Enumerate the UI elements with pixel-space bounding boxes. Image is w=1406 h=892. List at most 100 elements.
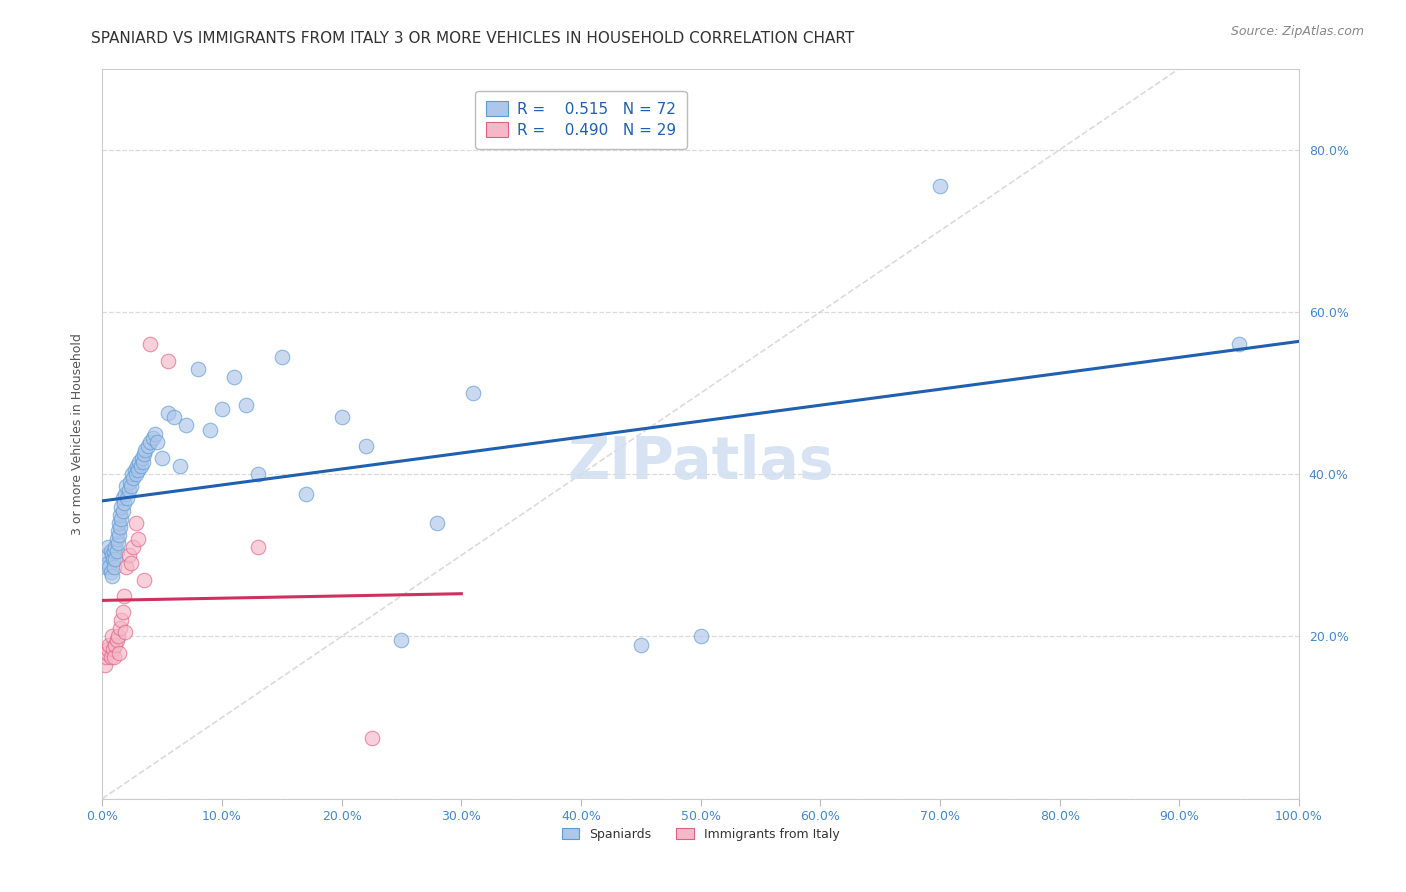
Point: [235, 398, 257, 412]
Point: [103, 649, 125, 664]
Point: [157, 406, 180, 420]
Point: [294, 487, 316, 501]
Point: [96, 549, 118, 563]
Point: [134, 447, 156, 461]
Point: [127, 532, 149, 546]
Point: [107, 524, 129, 538]
Point: [112, 495, 135, 509]
Point: [360, 731, 382, 745]
Point: [108, 516, 131, 530]
Point: [163, 410, 186, 425]
Point: [114, 487, 136, 501]
Point: [98, 560, 121, 574]
Point: [187, 361, 209, 376]
Point: [131, 450, 153, 465]
Point: [112, 589, 135, 603]
Point: [117, 491, 139, 506]
Point: [104, 540, 127, 554]
Point: [463, 386, 485, 401]
Point: [146, 434, 169, 449]
Point: [97, 641, 120, 656]
Point: [246, 467, 269, 482]
Text: SPANIARD VS IMMIGRANTS FROM ITALY 3 OR MORE VEHICLES IN HOUSEHOLD CORRELATION CH: SPANIARD VS IMMIGRANTS FROM ITALY 3 OR M…: [91, 31, 855, 46]
Point: [1227, 337, 1250, 351]
Point: [100, 544, 122, 558]
Point: [100, 565, 122, 579]
Point: [136, 439, 159, 453]
Point: [134, 442, 156, 457]
Point: [246, 540, 269, 554]
Point: [103, 560, 125, 574]
Point: [128, 455, 150, 469]
Point: [142, 431, 165, 445]
Point: [110, 613, 132, 627]
Point: [110, 500, 132, 514]
Point: [101, 629, 124, 643]
Point: [110, 621, 132, 635]
Point: [111, 503, 134, 517]
Point: [125, 516, 148, 530]
Point: [105, 544, 128, 558]
Point: [115, 479, 138, 493]
Point: [129, 458, 152, 473]
Point: [114, 625, 136, 640]
Point: [426, 516, 449, 530]
Point: [104, 552, 127, 566]
Point: [107, 629, 129, 643]
Point: [100, 649, 122, 664]
Point: [211, 402, 233, 417]
Point: [125, 458, 148, 473]
Point: [132, 455, 155, 469]
Point: [121, 467, 143, 482]
Point: [929, 179, 952, 194]
Point: [97, 557, 120, 571]
Point: [96, 646, 118, 660]
Point: [111, 491, 134, 506]
Point: [122, 540, 145, 554]
Point: [198, 423, 221, 437]
Point: [134, 573, 156, 587]
Point: [120, 557, 142, 571]
Point: [115, 560, 138, 574]
Point: [150, 450, 173, 465]
Point: [101, 568, 124, 582]
Y-axis label: 3 or more Vehicles in Household: 3 or more Vehicles in Household: [72, 333, 84, 534]
Point: [117, 483, 139, 498]
Point: [101, 641, 124, 656]
Point: [93, 657, 115, 672]
Point: [118, 475, 141, 490]
Point: [94, 560, 117, 574]
Point: [124, 463, 146, 477]
Point: [110, 508, 132, 522]
Text: Source: ZipAtlas.com: Source: ZipAtlas.com: [1230, 25, 1364, 38]
Point: [101, 549, 124, 563]
Point: [110, 512, 132, 526]
Point: [169, 458, 191, 473]
Point: [108, 646, 131, 660]
Point: [127, 463, 149, 477]
Text: ZIPatlas: ZIPatlas: [568, 434, 834, 491]
Legend: R =    0.515   N = 72, R =    0.490   N = 29: R = 0.515 N = 72, R = 0.490 N = 29: [475, 91, 686, 149]
Point: [97, 540, 120, 554]
Point: [107, 536, 129, 550]
Point: [105, 532, 128, 546]
Point: [174, 418, 197, 433]
Point: [125, 467, 148, 482]
Point: [120, 479, 142, 493]
Point: [139, 337, 162, 351]
Point: [143, 426, 166, 441]
Point: [111, 605, 134, 619]
Point: [330, 410, 353, 425]
Point: [689, 629, 711, 643]
Point: [110, 520, 132, 534]
Point: [122, 471, 145, 485]
Point: [354, 439, 377, 453]
Point: [98, 638, 121, 652]
Point: [139, 434, 162, 449]
Point: [94, 649, 117, 664]
Point: [157, 353, 180, 368]
Point: [104, 638, 127, 652]
Point: [108, 528, 131, 542]
Point: [103, 544, 125, 558]
Point: [117, 549, 139, 563]
